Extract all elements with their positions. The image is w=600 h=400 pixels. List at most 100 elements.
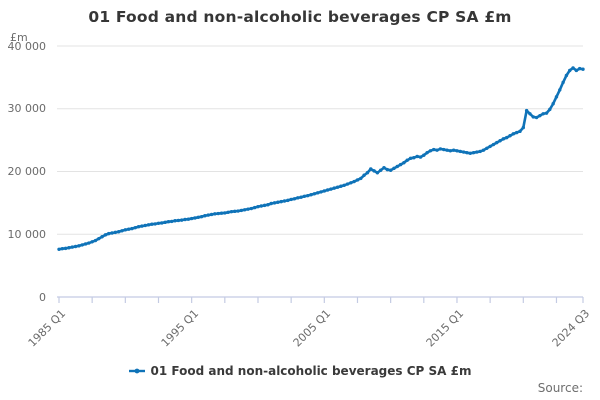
- data-point-marker: [213, 212, 217, 216]
- data-point-marker: [412, 155, 416, 160]
- data-point-marker: [249, 206, 254, 211]
- data-point-marker: [219, 211, 224, 215]
- data-point-marker: [319, 190, 323, 194]
- data-point-marker: [117, 230, 121, 234]
- data-point-marker: [491, 142, 496, 147]
- data-point-marker: [163, 220, 167, 225]
- data-point-marker: [315, 191, 320, 195]
- data-point-marker: [329, 187, 333, 191]
- data-point-marker: [524, 108, 529, 113]
- data-point-marker: [415, 154, 419, 159]
- data-point-marker: [236, 209, 240, 213]
- data-point-marker: [63, 246, 68, 251]
- data-point-marker: [160, 221, 164, 225]
- data-point-marker: [97, 236, 101, 241]
- data-point-marker: [107, 231, 111, 236]
- data-point-marker: [352, 179, 356, 184]
- data-point-marker: [365, 171, 370, 175]
- data-point-marker: [405, 158, 409, 162]
- data-point-marker: [498, 139, 502, 143]
- data-point-marker: [521, 125, 525, 130]
- data-point-marker: [339, 184, 343, 188]
- data-point-marker: [425, 150, 429, 155]
- data-point-marker: [554, 95, 559, 99]
- y-tick-label: 10 000: [7, 227, 47, 241]
- data-point-marker: [345, 182, 350, 186]
- data-point-marker: [461, 150, 466, 154]
- data-point-marker: [518, 129, 522, 134]
- data-point-marker: [442, 147, 446, 152]
- data-point-marker: [325, 188, 330, 192]
- data-point-marker: [136, 225, 141, 229]
- data-point-marker: [226, 210, 230, 214]
- data-point-marker: [465, 150, 469, 155]
- data-point-marker: [471, 150, 476, 155]
- data-point-marker: [216, 211, 220, 216]
- data-point-marker: [252, 205, 257, 210]
- data-point-marker: [448, 149, 453, 153]
- data-point-marker: [223, 211, 227, 215]
- data-point-marker: [282, 199, 287, 203]
- data-point-marker: [259, 204, 263, 208]
- data-point-marker: [150, 222, 154, 226]
- data-point-marker: [73, 244, 78, 249]
- data-point-marker: [418, 155, 423, 159]
- data-point-marker: [432, 147, 436, 152]
- data-point-marker: [276, 200, 280, 204]
- data-point-marker: [571, 66, 575, 70]
- data-point-marker: [126, 227, 131, 231]
- data-point-marker: [196, 215, 200, 220]
- data-point-marker: [388, 168, 393, 172]
- data-point-marker: [501, 137, 506, 141]
- data-point-marker: [140, 224, 144, 228]
- data-point-marker: [262, 203, 267, 208]
- data-point-marker: [170, 219, 174, 224]
- data-point-marker: [60, 246, 65, 251]
- data-point-marker: [322, 189, 327, 193]
- legend: 01 Food and non-alcoholic beverages CP S…: [0, 364, 600, 378]
- data-point-marker: [468, 151, 472, 155]
- data-point-marker: [146, 223, 151, 227]
- data-point-marker: [266, 203, 270, 207]
- data-point-marker: [130, 226, 134, 231]
- data-point-marker: [113, 230, 118, 235]
- data-point-marker: [402, 161, 406, 165]
- data-point-marker: [458, 149, 462, 154]
- data-point-marker: [511, 132, 516, 136]
- data-point-marker: [246, 207, 250, 211]
- data-point-marker: [87, 241, 91, 245]
- data-point-marker: [153, 222, 157, 226]
- data-point-marker: [306, 193, 310, 198]
- chart-title: 01 Food and non-alcoholic beverages CP S…: [88, 8, 512, 26]
- data-point-marker: [551, 102, 555, 106]
- data-point-marker: [538, 113, 542, 118]
- data-point-marker: [514, 130, 519, 135]
- data-point-marker: [312, 192, 317, 196]
- data-point-marker: [199, 214, 204, 219]
- data-point-marker: [342, 183, 346, 188]
- data-point-marker: [120, 229, 124, 233]
- y-tick-label: 30 000: [7, 102, 47, 116]
- data-point-marker: [239, 208, 244, 213]
- data-point-marker: [379, 168, 383, 172]
- data-point-marker: [577, 66, 582, 71]
- data-point-marker: [574, 68, 579, 73]
- data-point-marker: [505, 135, 509, 140]
- data-point-marker: [435, 148, 439, 152]
- data-point-marker: [385, 167, 390, 172]
- data-point-marker: [206, 213, 210, 217]
- data-point-marker: [428, 149, 433, 153]
- data-point-marker: [359, 176, 363, 181]
- data-point-marker: [256, 204, 260, 209]
- data-point-marker: [544, 111, 549, 115]
- data-point-marker: [309, 193, 313, 197]
- data-point-marker: [395, 164, 399, 169]
- data-point-marker: [534, 115, 539, 120]
- data-point-marker: [286, 198, 290, 203]
- data-point-marker: [67, 246, 71, 250]
- data-point-marker: [183, 217, 187, 222]
- data-point-marker: [548, 107, 552, 112]
- data-point-marker: [478, 149, 482, 154]
- data-point-marker: [375, 171, 380, 175]
- data-point-marker: [143, 223, 147, 228]
